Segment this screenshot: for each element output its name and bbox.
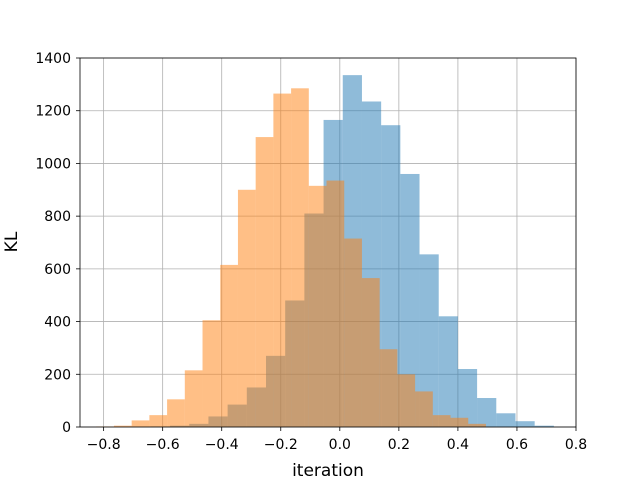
plot-frame <box>79 57 577 428</box>
histogram-bar <box>534 425 554 427</box>
histogram-bar <box>450 417 469 427</box>
histogram-bar <box>167 399 185 427</box>
x-tick-label: 0.0 <box>329 437 351 453</box>
y-tick-label: 1400 <box>35 51 71 67</box>
histogram-bar <box>400 173 420 427</box>
histogram-bar <box>113 425 132 427</box>
histogram-bars <box>96 75 554 428</box>
x-tick-label: 0.8 <box>565 437 587 453</box>
histogram-bar <box>415 391 433 427</box>
x-tick-label: 0.4 <box>447 437 469 453</box>
y-tick-label: 800 <box>44 209 71 225</box>
histogram-series-2 <box>96 88 486 428</box>
x-tick-label: −0.2 <box>264 437 298 453</box>
y-tick-label: 1200 <box>35 104 71 120</box>
histogram-bar <box>432 415 451 427</box>
histogram-bar <box>220 264 238 427</box>
x-tick-label: 0.6 <box>506 437 528 453</box>
histogram-bar <box>457 369 478 427</box>
x-axis-label: iteration <box>292 461 364 480</box>
histogram-bar <box>515 421 535 427</box>
histogram-bar <box>237 189 256 427</box>
histogram-bar <box>468 423 486 427</box>
histogram-bar <box>438 316 458 427</box>
y-tick-label: 200 <box>44 367 71 383</box>
histogram-bar <box>397 374 416 427</box>
histogram-bar <box>326 180 345 427</box>
histogram-bar <box>379 349 398 427</box>
histogram-bar <box>291 88 309 427</box>
y-tick-label: 400 <box>44 315 71 331</box>
histogram-bar <box>149 415 168 427</box>
histogram-bar <box>419 254 439 427</box>
histogram-bar <box>202 320 221 427</box>
histogram-bar <box>361 278 380 427</box>
x-tick-label: 0.2 <box>388 437 410 453</box>
histogram-bar <box>344 238 362 427</box>
histogram-bar <box>255 137 274 428</box>
histogram-bar <box>496 413 516 427</box>
histogram-bar <box>184 370 203 427</box>
y-axis-label: KL <box>2 231 22 252</box>
x-tick-label: −0.4 <box>205 437 239 453</box>
y-tick-label: 1000 <box>35 156 71 172</box>
x-tick-label: −0.8 <box>87 437 121 453</box>
histogram-bar <box>477 398 497 427</box>
histogram-bar <box>308 185 327 427</box>
histogram-bar <box>131 420 150 427</box>
histogram-bar <box>273 93 292 427</box>
y-tick-label: 600 <box>44 262 71 278</box>
axis-ticks: −0.8 −0.6 −0.4 −0.2 0.0 0.2 0.4 0.6 0.8 0 200 400 60… <box>35 51 587 453</box>
y-tick-label: 0 <box>62 420 71 436</box>
x-tick-label: −0.6 <box>146 437 180 453</box>
